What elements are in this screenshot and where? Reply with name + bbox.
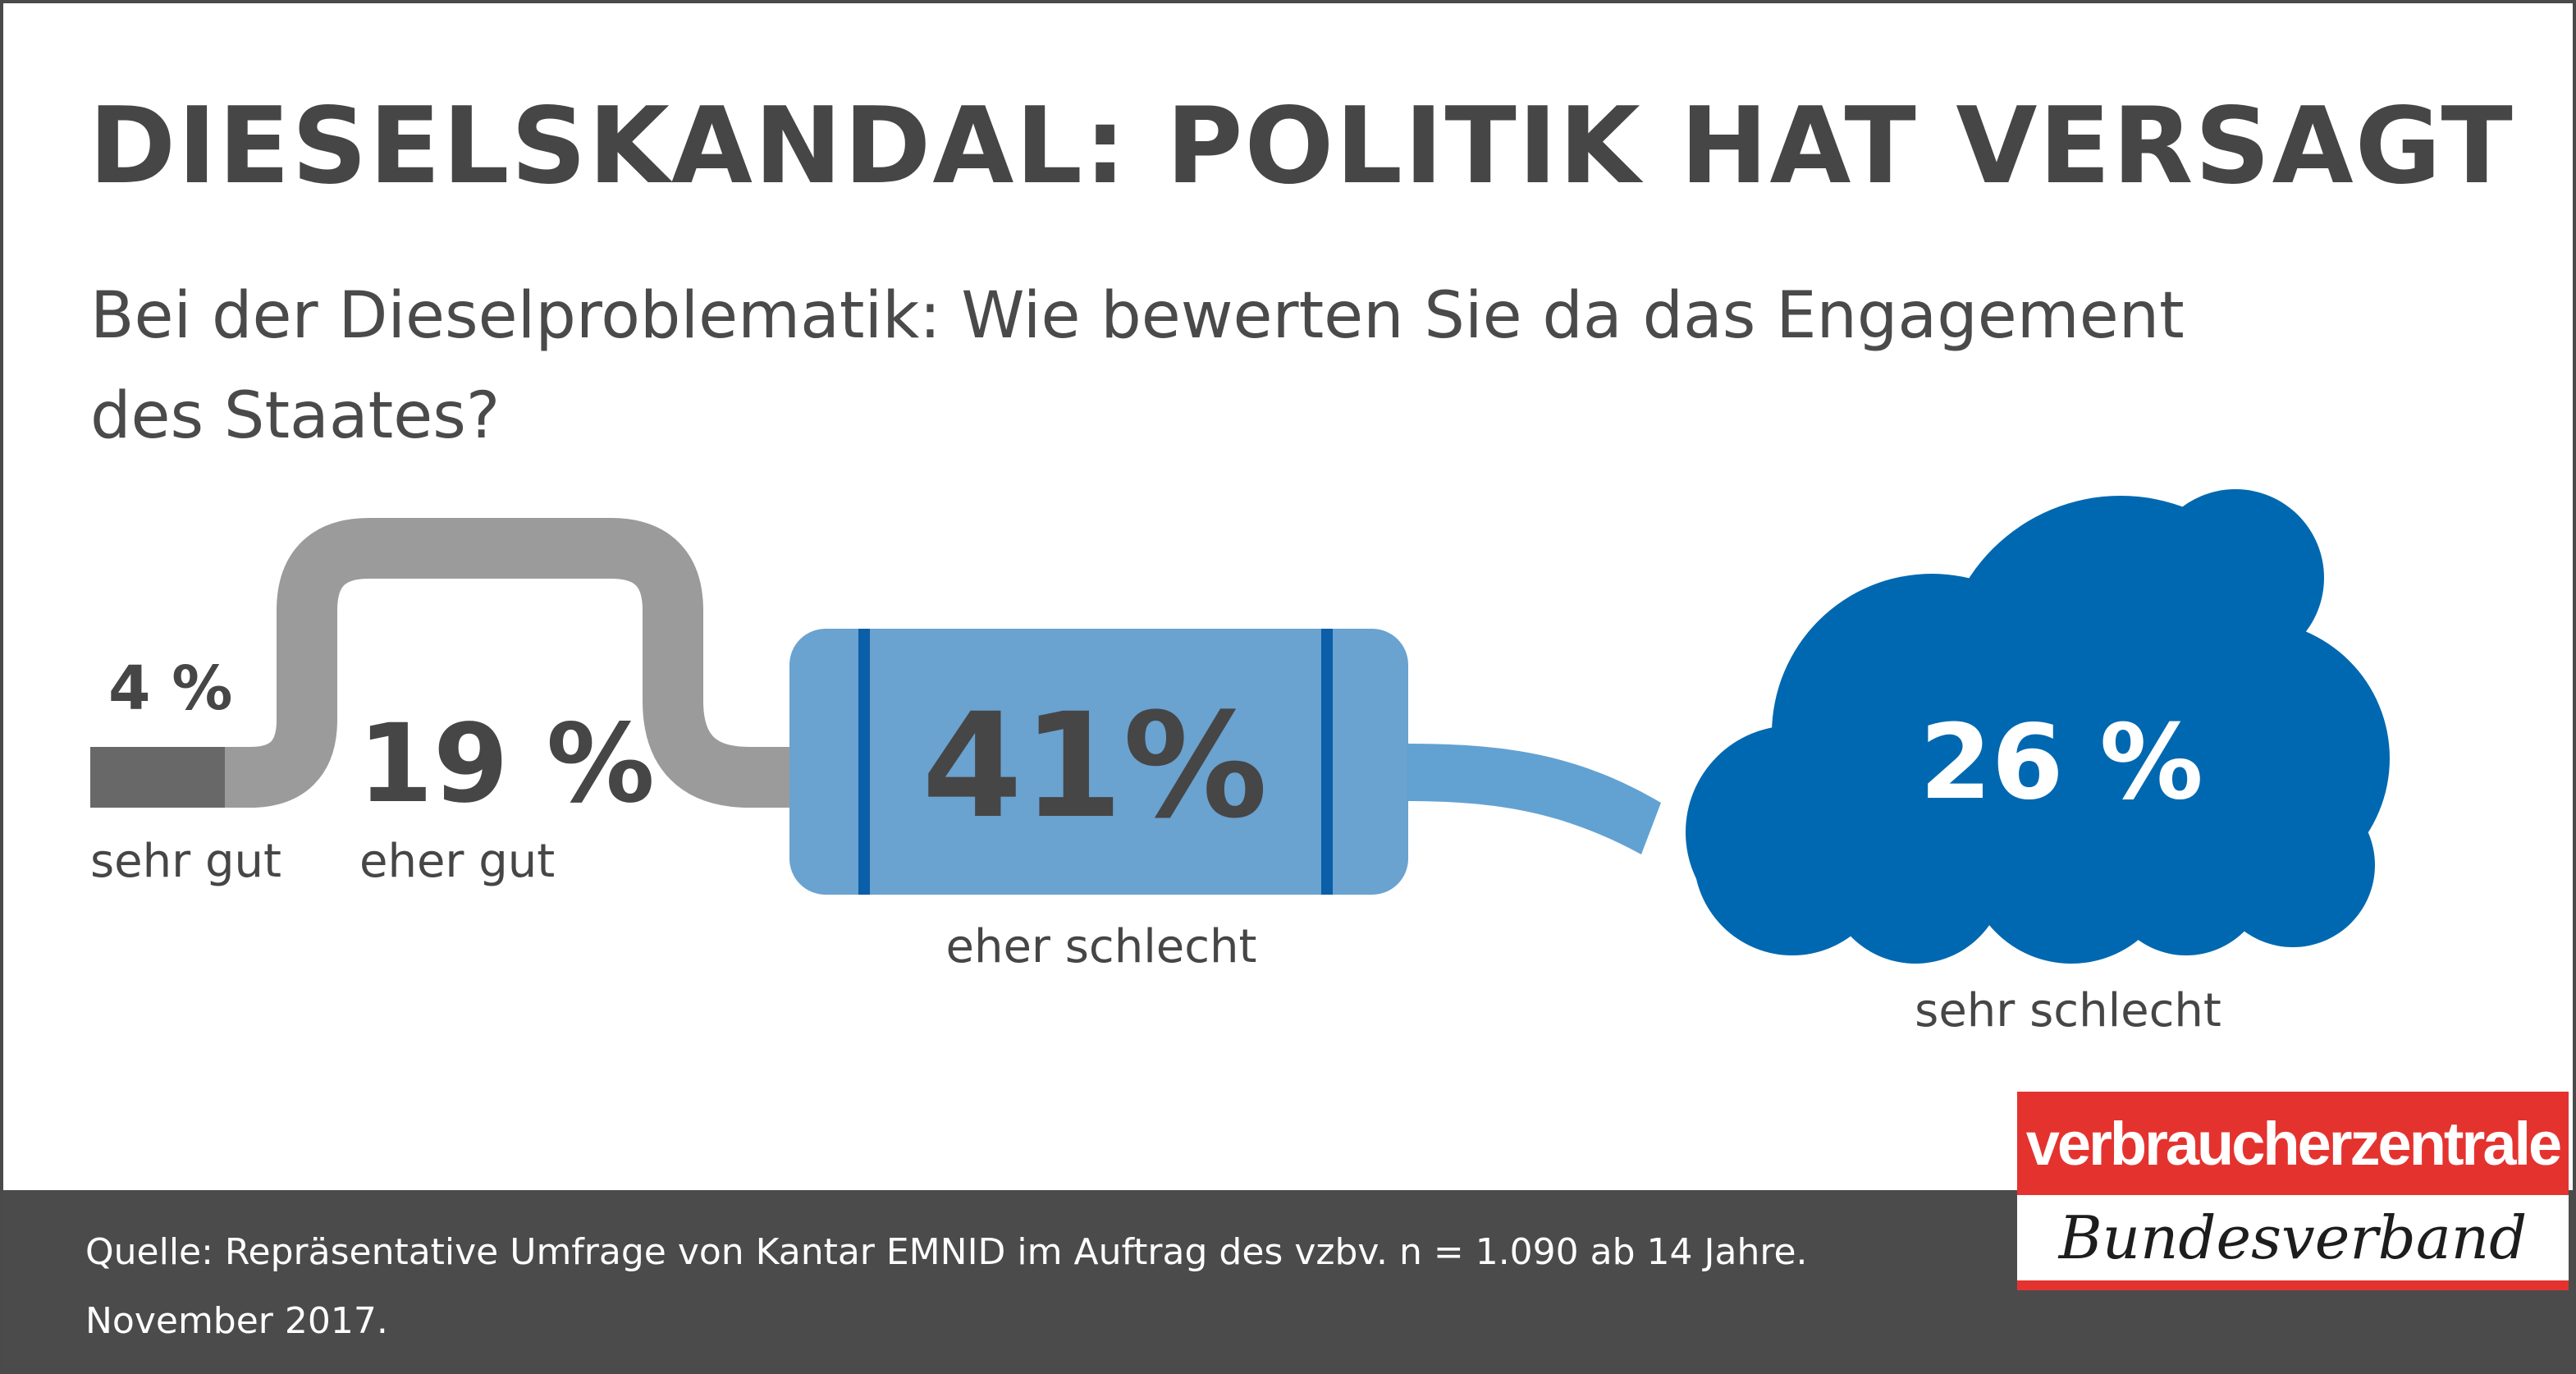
value-label-eher-gut: 19 % — [358, 701, 655, 827]
value-label-sehr-gut: 4 % — [108, 653, 232, 724]
muffler-stripe-right — [1321, 629, 1333, 895]
source-note: Quelle: Repräsentative Umfrage von Kanta… — [85, 1231, 1808, 1342]
segment-eher-schlecht — [789, 629, 1408, 895]
logo-verbraucherzentrale: verbraucherzentrale — [2017, 1092, 2569, 1195]
value-label-eher-schlecht: 41% — [922, 682, 1267, 850]
chart-title: DIESELSKANDAL: POLITIK HAT VERSAGT — [89, 85, 2514, 208]
exhaust-graphic: 4 % 19 % 41% 26 % sehr gut eher gut eher… — [90, 489, 2390, 1037]
value-label-sehr-schlecht: 26 % — [1919, 702, 2203, 822]
category-label-eher-schlecht: eher schlecht — [946, 920, 1257, 973]
category-label-sehr-gut: sehr gut — [90, 835, 281, 888]
chart-subtitle: Bei der Dieselproblematik: Wie bewerten … — [90, 279, 2185, 453]
tail-pipe — [1407, 744, 1661, 854]
logo-bundesverband: Bundesverband — [2017, 1195, 2569, 1290]
muffler-stripe-left — [858, 629, 870, 895]
category-label-eher-gut: eher gut — [359, 835, 555, 888]
segment-sehr-schlecht — [1686, 489, 2390, 964]
segment-sehr-gut — [90, 747, 230, 808]
segment-eher-gut — [219, 518, 816, 808]
category-label-sehr-schlecht: sehr schlecht — [1915, 984, 2221, 1037]
